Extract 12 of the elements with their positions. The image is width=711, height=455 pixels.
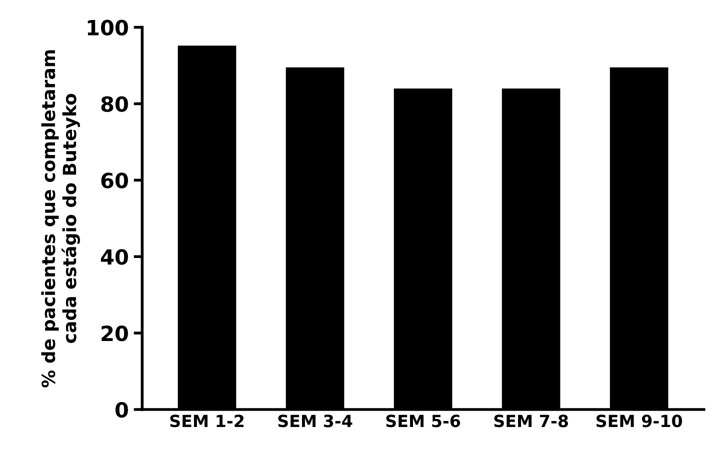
x-tick-label: SEM 7-8 — [494, 414, 568, 428]
y-tick-label: 0 — [116, 402, 128, 418]
y-tick-label: 60 — [101, 172, 128, 188]
x-tick-label: SEM 1-2 — [170, 414, 244, 428]
x-tick-label: SEM 3-4 — [278, 414, 352, 428]
y-tick-label: 100 — [88, 20, 128, 36]
x-tick-label: SEM 5-6 — [386, 414, 460, 428]
y-tick-label: 80 — [101, 96, 128, 112]
y-tick-label: 40 — [100, 249, 128, 265]
y-tick-label: 20 — [102, 326, 128, 342]
y-axis-title: % de pacientes que completaram cada estágio do Buteyko — [41, 50, 80, 388]
x-tick-label: SEM 9-10 — [596, 414, 682, 428]
